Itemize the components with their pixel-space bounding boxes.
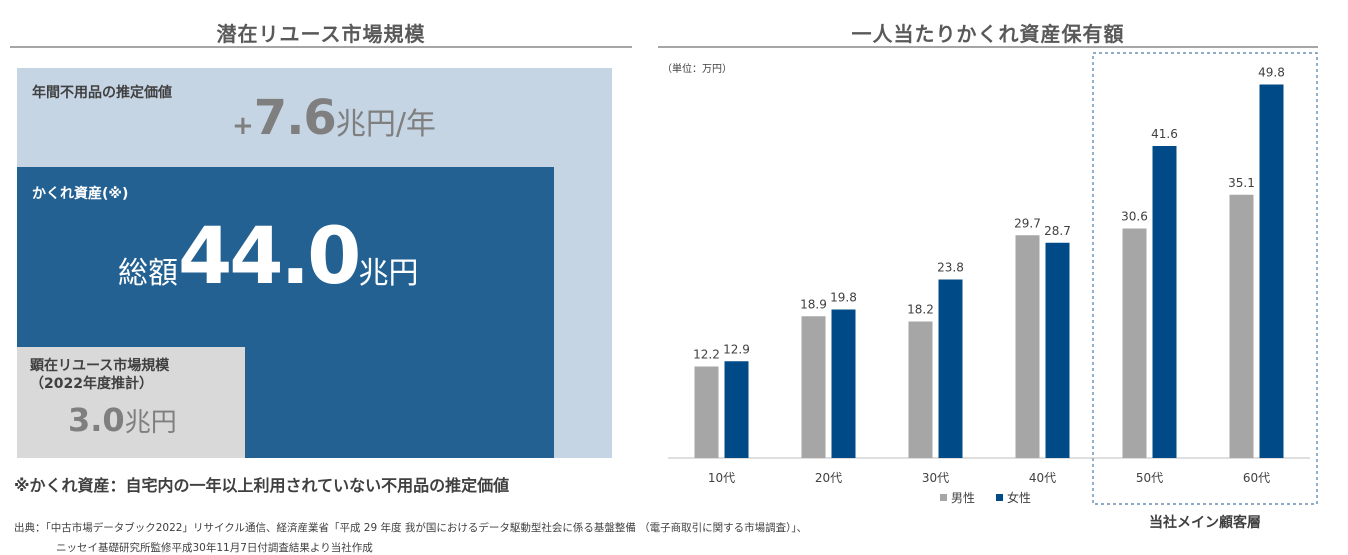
bar-value-label: 41.6: [1151, 127, 1178, 141]
highlight-frame: [1092, 52, 1318, 505]
x-tick-label: 30代: [922, 471, 949, 485]
right-title-rule: [658, 46, 1318, 48]
x-tick-label: 20代: [815, 471, 842, 485]
bar-male: [1122, 228, 1147, 458]
x-tick-label: 60代: [1243, 471, 1270, 485]
bar-value-label: 35.1: [1228, 176, 1255, 190]
bar-value-label: 18.2: [907, 303, 934, 317]
left-section-title: 潜在リユース市場規模: [216, 22, 426, 46]
bar-male: [1229, 194, 1254, 458]
bar-female: [724, 361, 749, 458]
hidden-assets-label: かくれ資産(※): [32, 186, 129, 202]
visible-label-line1: 顕在リユース市場規模: [30, 358, 170, 374]
hidden-assets-footnote: ※かくれ資産：自宅内の一年以上利用されていない不用品の推定価値: [14, 476, 510, 495]
chart-unit-note: （単位：万円）: [662, 64, 732, 75]
bar-male: [1015, 235, 1040, 458]
legend-label: 女性: [1007, 490, 1031, 505]
hidden-prefix: 総額: [118, 256, 178, 291]
bar-value-label: 30.6: [1121, 210, 1148, 224]
visible-unit: 兆円: [124, 408, 177, 438]
right-section-title: 一人当たりかくれ資産保有額: [851, 22, 1125, 46]
hidden-assets-amount: 総額44.0兆円: [118, 212, 418, 302]
bar-female: [938, 279, 963, 458]
annual-number: 7.6: [253, 90, 337, 146]
bar-value-label: 28.7: [1044, 224, 1071, 238]
legend-swatch: [940, 494, 947, 501]
bar-value-label: 18.9: [800, 297, 827, 311]
main-customer-segment-label: 当社メイン顧客層: [1149, 515, 1261, 531]
legend-swatch: [996, 494, 1003, 501]
hidden-unit: 兆円: [358, 256, 419, 291]
bar-value-label: 19.8: [830, 291, 857, 305]
hidden-number: 44.0: [178, 212, 361, 302]
x-tick-label: 40代: [1029, 471, 1056, 485]
left-title-rule: [10, 46, 632, 48]
bar-male: [694, 366, 719, 458]
visible-number: 3.0: [68, 401, 125, 439]
bar-female: [831, 309, 856, 458]
x-tick-label: 10代: [708, 471, 735, 485]
bar-value-label: 29.7: [1014, 216, 1041, 230]
annual-prefix: +: [232, 111, 254, 141]
annual-unused-value-amount: +7.6兆円/年: [232, 92, 436, 144]
bar-female: [1259, 84, 1284, 458]
annual-unused-value-label: 年間不用品の推定価値: [32, 85, 172, 101]
x-tick-label: 50代: [1136, 471, 1163, 485]
annual-unit: 兆円/年: [335, 107, 436, 142]
bar-value-label: 12.9: [723, 342, 750, 356]
visible-reuse-market-box: [17, 347, 245, 458]
bar-value-label: 49.8: [1258, 66, 1285, 80]
visible-label-line2: （2022年度推計）: [30, 376, 153, 392]
bar-value-label: 23.8: [937, 261, 964, 275]
bar-female: [1152, 146, 1177, 458]
source-line-2: ニッセイ基礎研究所監修平成30年11月7日付調査結果より当社作成: [56, 542, 373, 554]
bar-value-label: 12.2: [693, 348, 720, 362]
visible-reuse-market-amount: 3.0兆円: [68, 400, 177, 440]
source-line-1: 出典：「中古市場データブック2022」リサイクル通信、経済産業省「平成 29 年…: [14, 522, 808, 534]
legend-label: 男性: [951, 491, 975, 505]
bar-male: [801, 316, 826, 458]
visible-reuse-market-label: 顕在リユース市場規模 （2022年度推計）: [30, 357, 169, 393]
bar-female: [1045, 242, 1070, 458]
bar-male: [908, 321, 933, 458]
